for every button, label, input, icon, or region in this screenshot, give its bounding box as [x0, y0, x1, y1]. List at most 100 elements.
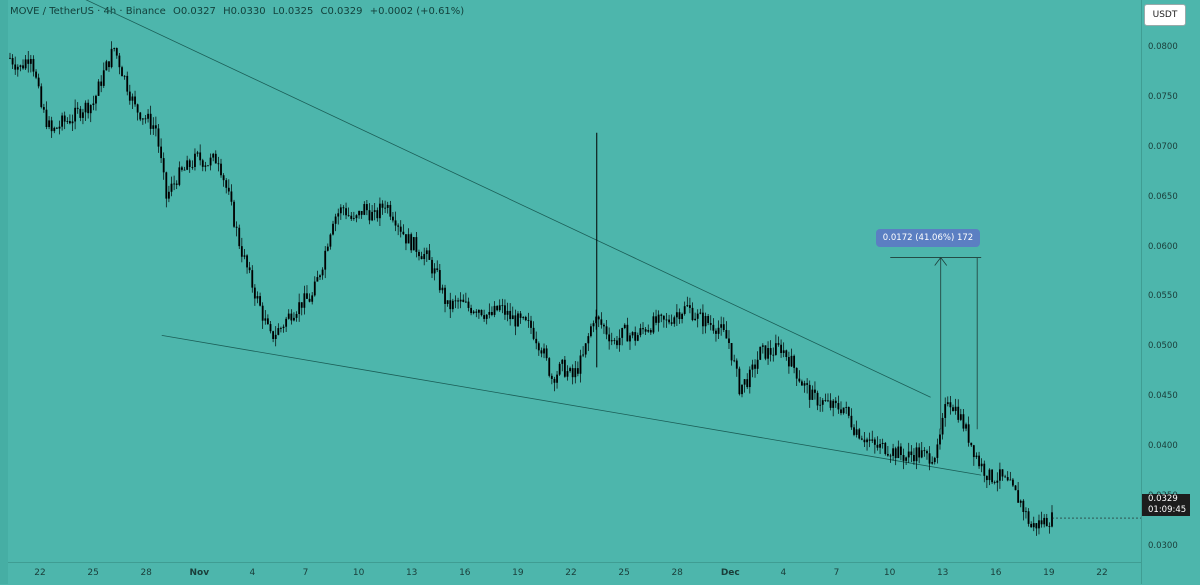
candle-body: [415, 237, 418, 252]
candle-body: [748, 369, 751, 388]
candle-body: [582, 354, 585, 356]
candle-body: [485, 314, 488, 319]
candle-body: [707, 316, 710, 324]
candle-body: [574, 368, 577, 378]
candle-body: [801, 381, 803, 386]
candle-body: [686, 305, 689, 307]
candle-body: [332, 223, 334, 235]
candle-body: [616, 340, 618, 346]
candle-body: [347, 215, 350, 217]
candle-body: [793, 355, 796, 368]
candle-body: [74, 107, 77, 122]
candle-body: [282, 326, 285, 329]
time-tick-label: 19: [1043, 568, 1055, 578]
candle-body: [897, 446, 900, 459]
candle-body: [733, 360, 736, 362]
candle-body: [368, 210, 371, 221]
candle-body: [785, 350, 788, 358]
candle-body: [61, 115, 64, 127]
time-tick-label: 7: [302, 568, 309, 578]
time-tick-label: 28: [671, 568, 683, 578]
candle-body: [451, 300, 454, 310]
candle-body: [277, 328, 280, 335]
candle-body: [569, 368, 571, 372]
candle-body: [438, 270, 441, 291]
candle-body: [79, 108, 82, 118]
candle-body: [373, 210, 376, 212]
candle-body: [511, 315, 514, 320]
candle-body: [264, 318, 267, 321]
candle-body: [118, 55, 121, 68]
time-axis[interactable]: [8, 562, 1141, 585]
candle-body: [991, 469, 993, 483]
candle-body: [246, 255, 248, 268]
candle-body: [905, 457, 908, 461]
candle-body: [696, 313, 699, 319]
candle-body: [504, 305, 506, 315]
candle-body: [496, 305, 499, 311]
candle-body: [475, 311, 478, 313]
candle-body: [76, 107, 79, 109]
candle-body: [196, 152, 199, 154]
candle-body: [141, 118, 144, 120]
candle-body: [358, 211, 360, 216]
candle-body: [988, 469, 991, 481]
time-tick-label: 16: [990, 568, 1002, 578]
currency-unit-button[interactable]: USDT: [1144, 4, 1186, 26]
candle-body: [876, 444, 879, 448]
candle-body: [321, 269, 324, 276]
candle-body: [470, 307, 472, 314]
candle-body: [147, 113, 149, 119]
candle-body: [217, 163, 220, 165]
candle-body: [1012, 479, 1014, 486]
candle-body: [428, 250, 431, 260]
candle-body: [918, 447, 921, 458]
candle-body: [66, 121, 69, 122]
candle-body: [735, 360, 738, 369]
candle-body: [69, 121, 71, 124]
candle-body: [967, 424, 970, 443]
candle-body: [238, 227, 241, 247]
candle-body: [1038, 520, 1040, 529]
candle-body: [702, 312, 704, 327]
candle-body: [777, 343, 780, 345]
candle-body: [959, 414, 962, 420]
candle-body: [540, 350, 543, 354]
candle-body: [884, 442, 887, 454]
price-axis[interactable]: [1141, 0, 1200, 584]
candle-body: [167, 191, 170, 199]
candle-body: [866, 439, 868, 443]
candle-body: [407, 234, 410, 244]
candle-body: [767, 348, 769, 359]
price-tick-label: 0.0750: [1148, 91, 1178, 102]
candle-body: [1043, 517, 1046, 525]
candle-body: [725, 330, 728, 339]
candle-body: [970, 442, 973, 446]
price-tick-label: 0.0400: [1148, 441, 1178, 452]
candle-body: [329, 234, 332, 247]
change-value: +0.0002 (+0.61%): [369, 6, 465, 17]
candle-body: [730, 343, 733, 361]
candle-body: [998, 469, 1001, 481]
candle-body: [636, 335, 639, 341]
candle-body: [97, 81, 100, 96]
candle-body: [571, 368, 574, 378]
candle-body: [37, 77, 40, 87]
candle-body: [11, 58, 14, 65]
candle-body: [980, 463, 983, 467]
time-tick-label: 4: [249, 568, 256, 578]
candle-body: [459, 299, 462, 302]
candle-body: [1004, 476, 1007, 478]
candle-body: [782, 350, 785, 354]
candle-body: [170, 183, 173, 192]
candle-body: [673, 317, 676, 324]
time-tick-label: 7: [833, 568, 840, 578]
candle-body: [738, 368, 741, 395]
candle-body: [92, 103, 95, 106]
candle-body: [389, 204, 392, 217]
candle-body: [644, 329, 647, 332]
candle-body: [819, 404, 822, 406]
candle-body: [1032, 523, 1035, 528]
candle-body: [621, 328, 624, 338]
price-tick-label: 0.0600: [1148, 241, 1178, 252]
